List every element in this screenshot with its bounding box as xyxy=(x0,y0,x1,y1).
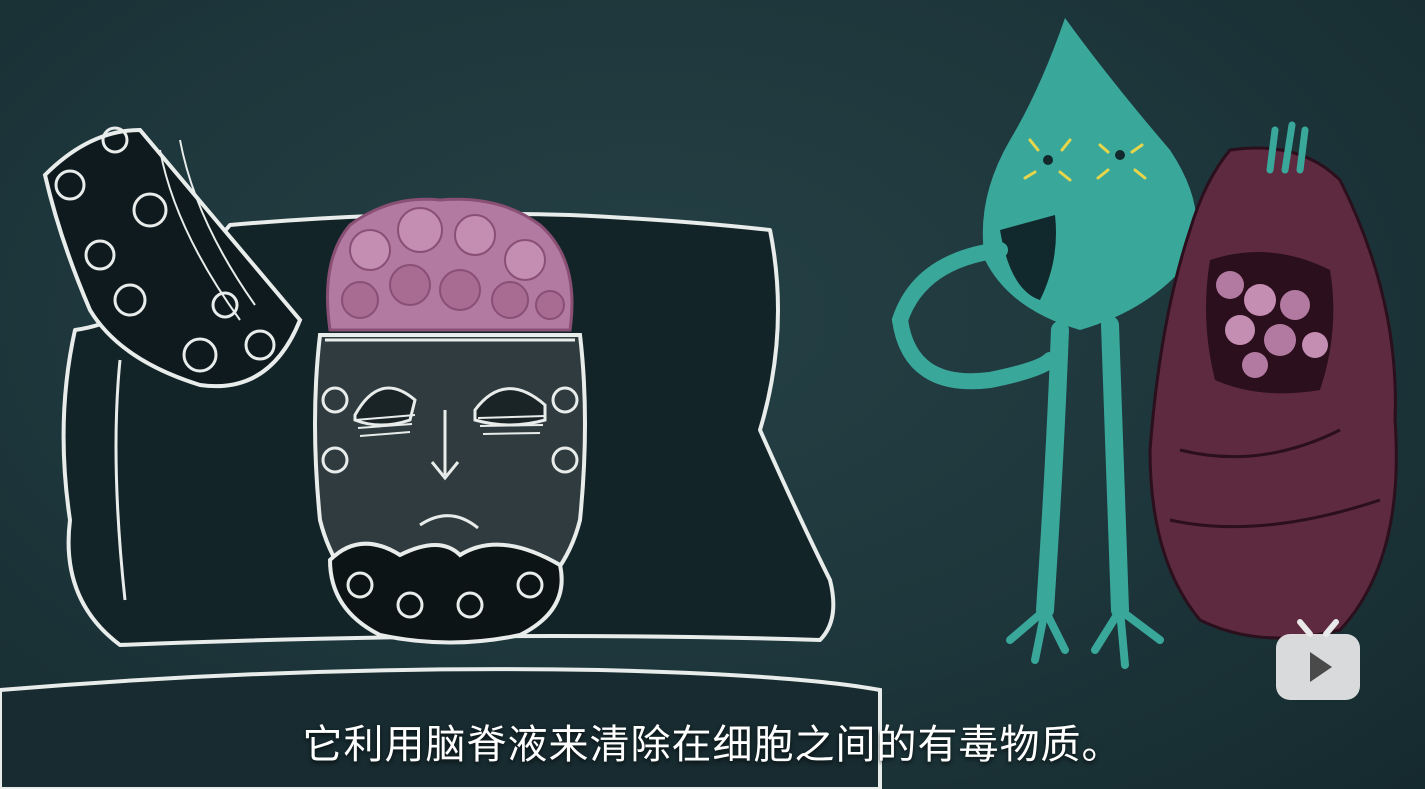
waste-sack xyxy=(1148,121,1398,640)
brain xyxy=(326,197,574,332)
teal-creature xyxy=(891,18,1197,669)
pillow-crease xyxy=(114,359,127,601)
head-lid xyxy=(42,126,303,389)
beard xyxy=(327,541,564,645)
blanket xyxy=(0,667,882,789)
subtitle-text: 它利用脑脊液来清除在细胞之间的有毒物质。 xyxy=(302,722,1123,768)
bilibili-tv-play-icon xyxy=(1276,619,1360,700)
